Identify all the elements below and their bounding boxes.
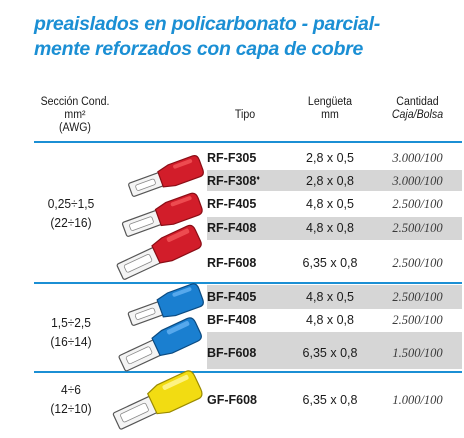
yellow-terminal-icon	[112, 370, 203, 430]
section-awg: (16÷14)	[50, 334, 92, 349]
section-divider-1	[34, 282, 462, 284]
section-label-1: 0,25÷1,5 (22÷16)	[30, 194, 113, 232]
section-awg: (22÷16)	[50, 215, 92, 230]
section-label-3: 4÷6 (12÷10)	[30, 380, 113, 418]
tipo-cell: BF-F608	[207, 346, 275, 360]
title-line-2: mente reforzados con capa de cobre	[34, 38, 363, 60]
tipo-cell: GF-F608	[207, 393, 275, 407]
header-seccion-line1: Sección Cond.	[40, 96, 110, 108]
tipo-code: RF-F308	[207, 174, 257, 188]
tipo-code: RF-F305	[207, 151, 257, 165]
header-lengueta-line2: mm	[321, 109, 339, 121]
tipo-code: RF-F408	[207, 221, 257, 235]
tipo-code: BF-F608	[207, 346, 257, 360]
header-seccion-line2: mm²	[64, 109, 86, 121]
row-shade-rf-f408	[207, 217, 462, 240]
tipo-cell: RF-F408	[207, 221, 275, 235]
tipo-code: RF-F405	[207, 197, 257, 211]
blue-terminal-icon	[118, 317, 202, 372]
red-terminal-icon	[116, 224, 202, 280]
lengueta-cell: 4,8 x 0,8	[306, 313, 354, 327]
cantidad-cell: 2.500/100	[392, 313, 443, 327]
tipo-cell: BF-F405	[207, 290, 275, 304]
header-cantidad-line2: Caja/Bolsa	[391, 109, 444, 121]
lengueta-cell: 2,8 x 0,5	[306, 151, 354, 165]
tipo-cell: RF-F608	[207, 256, 275, 270]
header-tipo: Tipo	[222, 109, 268, 122]
header-divider	[34, 141, 462, 143]
cantidad-cell: 1.000/100	[392, 393, 443, 407]
row-shade-bf-f608	[207, 332, 462, 369]
lengueta-cell: 6,35 x 0,8	[302, 256, 358, 270]
blue-terminal-icon	[127, 283, 204, 326]
tipo-code: GF-F608	[207, 393, 258, 407]
tipo-cell: RF-F308♦	[207, 174, 275, 188]
section-divider-2	[34, 371, 462, 373]
header-lengueta: Lengüeta mm	[293, 96, 367, 122]
tipo-code: BF-F405	[207, 290, 257, 304]
tipo-cell: RF-F405	[207, 197, 275, 211]
cantidad-cell: 3.000/100	[392, 174, 443, 188]
header-seccion: Sección Cond. mm² (AWG)	[34, 96, 117, 135]
lengueta-cell: 4,8 x 0,5	[306, 197, 354, 211]
cantidad-cell: 2.500/100	[392, 256, 443, 270]
section-range: 4÷6	[61, 382, 81, 397]
tipo-code: BF-F408	[207, 313, 257, 327]
header-lengueta-line1: Lengüeta	[307, 96, 353, 108]
section-label-2: 1,5÷2,5 (16÷14)	[30, 313, 113, 351]
cantidad-cell: 2.500/100	[392, 197, 443, 211]
cantidad-cell: 2.500/100	[392, 290, 443, 304]
lengueta-cell: 6,35 x 0,8	[302, 393, 358, 407]
title-line-1: preaislados en policarbonato - parcial-	[34, 13, 380, 35]
header-cantidad: Cantidad Caja/Bolsa	[378, 96, 456, 122]
cantidad-cell: 1.500/100	[392, 346, 443, 360]
row-shade-bf-f405	[207, 285, 462, 309]
red-terminal-icon	[121, 192, 203, 237]
tipo-cell: RF-F305	[207, 151, 275, 165]
section-range: 0,25÷1,5	[47, 196, 95, 211]
header-tipo-label: Tipo	[234, 109, 256, 121]
section-range: 1,5÷2,5	[51, 315, 91, 330]
lengueta-cell: 4,8 x 0,5	[306, 290, 354, 304]
red-terminal-icon	[128, 154, 204, 197]
section-awg: (12÷10)	[50, 401, 92, 416]
cantidad-cell: 2.500/100	[392, 221, 443, 235]
page-title: preaislados en policarbonato - parcial- …	[34, 12, 462, 62]
tipo-cell: BF-F408	[207, 313, 275, 327]
row-shade-rf-f308	[207, 170, 462, 191]
header-cantidad-line1: Cantidad	[396, 96, 439, 108]
cantidad-cell: 3.000/100	[392, 151, 443, 165]
lengueta-cell: 4,8 x 0,8	[306, 221, 354, 235]
lengueta-cell: 2,8 x 0,8	[306, 174, 354, 188]
diamond-mark: ♦	[256, 174, 260, 182]
header-seccion-line3: (AWG)	[59, 122, 91, 134]
tipo-code: RF-F608	[207, 256, 257, 270]
lengueta-cell: 6,35 x 0,8	[302, 346, 358, 360]
